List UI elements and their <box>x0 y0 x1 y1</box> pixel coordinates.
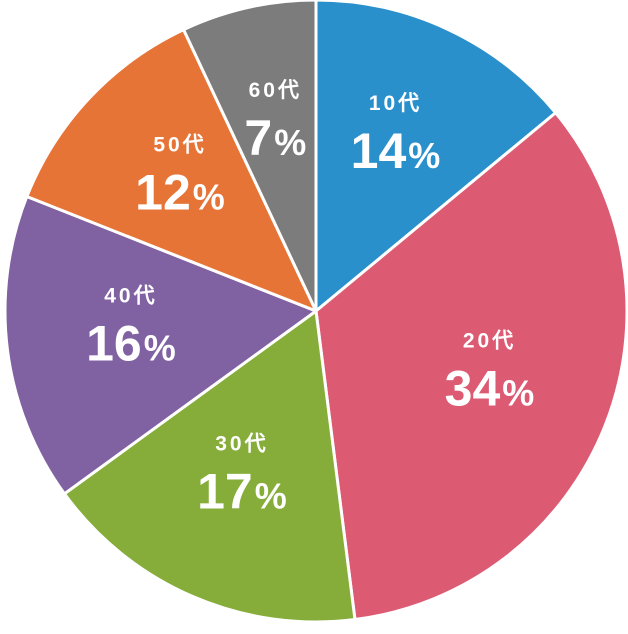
pie-slices <box>3 0 628 624</box>
slice-category-label: 60代 <box>249 79 302 102</box>
pie-labels: 10代 14% 20代 34% 30代 17% 40代 16% 50代 12% 60代 7% <box>86 79 534 519</box>
slice-value-label: 7% <box>244 110 306 166</box>
slice-category-label: 10代 <box>369 92 422 115</box>
slice-value-label: 16% <box>86 315 176 371</box>
slice-value-label: 17% <box>197 463 287 519</box>
slice-category-label: 30代 <box>215 432 268 455</box>
pie-slice-6 <box>182 0 318 313</box>
pie-slice-4 <box>3 195 318 496</box>
pie-slice-2 <box>314 111 628 622</box>
slice-value-label: 14% <box>351 123 441 179</box>
pie-slice-5 <box>25 28 318 313</box>
slice-category-label: 20代 <box>463 330 516 353</box>
slice-category-label: 50代 <box>153 133 206 156</box>
slice-value-label: 34% <box>445 361 535 417</box>
slice-value-label: 12% <box>135 164 225 220</box>
pie-slice-3 <box>62 309 357 624</box>
slice-category-label: 40代 <box>104 284 157 307</box>
pie-slice-1 <box>314 0 558 313</box>
